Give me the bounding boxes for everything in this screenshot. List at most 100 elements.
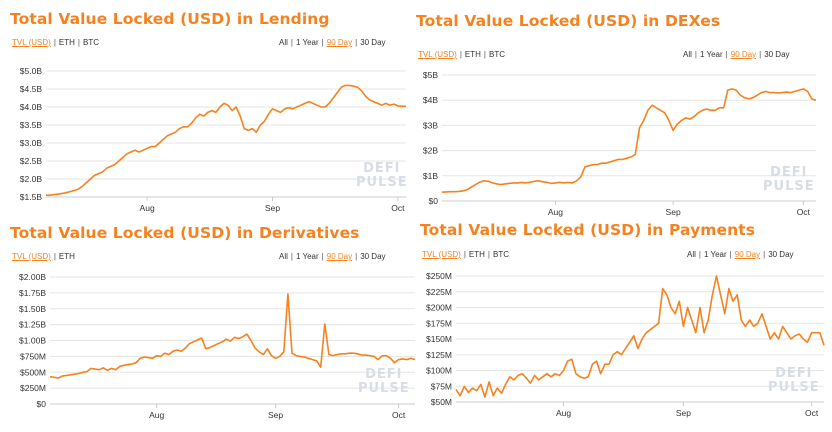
- period-option-all[interactable]: All: [683, 50, 692, 59]
- y-tick-label: $1.25B: [19, 320, 46, 330]
- x-tick-label: Aug: [548, 207, 563, 217]
- x-tick-label: Oct: [805, 408, 819, 418]
- watermark-line: DEFI: [363, 161, 401, 176]
- watermark: DEFI PULSE: [763, 166, 815, 194]
- currency-option-btc[interactable]: BTC: [488, 50, 505, 59]
- x-tick-label: Sep: [676, 408, 691, 418]
- currency-option-tvl[interactable]: TVL (USD): [422, 250, 461, 259]
- y-tick-label: $225M: [426, 287, 452, 297]
- period-option-30-day[interactable]: 30 Day: [768, 250, 794, 259]
- currency-option-btc[interactable]: BTC: [492, 250, 509, 259]
- period-option-1-year[interactable]: 1 Year: [703, 250, 727, 259]
- currency-option-eth[interactable]: ETH: [58, 38, 75, 47]
- period-option-30-day[interactable]: 30 Day: [764, 50, 790, 59]
- watermark-line: PULSE: [356, 175, 408, 190]
- period-option-90-day[interactable]: 90 Day: [326, 252, 353, 261]
- y-tick-label: $250M: [20, 383, 46, 393]
- series-line-tvl: [46, 84, 406, 196]
- y-tick-label: $3B: [423, 120, 438, 130]
- y-tick-label: $75M: [431, 381, 452, 391]
- panel-derivatives: Total Value Locked (USD) in Derivatives …: [10, 224, 416, 429]
- watermark-line: DEFI: [770, 165, 808, 180]
- watermark-line: PULSE: [768, 380, 820, 395]
- x-tick-label: Sep: [666, 207, 681, 217]
- series-line-tvl: [49, 293, 416, 379]
- period-option-90-day[interactable]: 90 Day: [326, 38, 353, 47]
- y-tick-label: $1.50B: [19, 304, 46, 314]
- y-tick-label: $150M: [426, 334, 452, 344]
- currency-option-tvl[interactable]: TVL (USD): [12, 38, 51, 47]
- y-tick-label: $175M: [426, 318, 452, 328]
- watermark-line: PULSE: [358, 381, 410, 396]
- currency-option-eth[interactable]: ETH: [468, 250, 485, 259]
- y-tick-label: $5B: [423, 70, 438, 80]
- x-tick-label: Aug: [140, 203, 155, 213]
- period-selector: All | 1 Year | 90 Day | 30 Day: [683, 50, 790, 59]
- period-option-all[interactable]: All: [279, 252, 288, 261]
- watermark: DEFI PULSE: [356, 162, 408, 190]
- watermark-line: DEFI: [365, 367, 403, 382]
- period-option-all[interactable]: All: [687, 250, 696, 259]
- y-tick-label: $1.75B: [19, 288, 46, 298]
- period-option-30-day[interactable]: 30 Day: [360, 252, 386, 261]
- series-line-tvl: [441, 88, 817, 193]
- y-tick-label: $5.0B: [20, 66, 43, 76]
- y-tick-label: $2.0B: [20, 174, 43, 184]
- period-selector: All | 1 Year | 90 Day | 30 Day: [687, 250, 794, 259]
- period-selector: All | 1 Year | 90 Day | 30 Day: [279, 38, 386, 47]
- y-tick-label: $1.5B: [20, 192, 43, 202]
- y-tick-label: $1B: [423, 171, 438, 181]
- x-tick-label: Aug: [149, 410, 164, 420]
- panel-dexes: Total Value Locked (USD) in DEXes TVL (U…: [416, 12, 826, 222]
- page-title: Total Value Locked (USD) in Lending: [10, 10, 330, 28]
- period-selector: All | 1 Year | 90 Day | 30 Day: [279, 252, 386, 261]
- line-chart: $50M $75M $100M $125M $150M $175M $200M $225M $2…: [426, 271, 825, 418]
- page-title: Total Value Locked (USD) in Derivatives: [10, 224, 360, 242]
- watermark: DEFI PULSE: [358, 368, 410, 396]
- currency-selector: TVL (USD) | ETH | BTC: [422, 250, 509, 259]
- watermark-line: DEFI: [775, 366, 813, 381]
- page-title: Total Value Locked (USD) in DEXes: [416, 12, 721, 30]
- y-tick-label: $4.5B: [20, 84, 43, 94]
- period-option-90-day[interactable]: 90 Day: [734, 250, 761, 259]
- y-tick-label: $2B: [423, 146, 438, 156]
- watermark-line: PULSE: [763, 179, 815, 194]
- period-option-1-year[interactable]: 1 Year: [699, 50, 723, 59]
- y-tick-label: $250M: [426, 271, 452, 281]
- panel-payments: Total Value Locked (USD) in Payments TVL…: [420, 221, 828, 429]
- y-tick-label: $3.0B: [20, 138, 43, 148]
- y-tick-label: $750M: [20, 351, 46, 361]
- period-option-1-year[interactable]: 1 Year: [295, 38, 319, 47]
- line-chart: $0 $1B $2B $3B $4B $5B Aug Sep Oct: [423, 70, 817, 217]
- x-tick-label: Sep: [265, 203, 280, 213]
- panel-lending: Total Value Locked (USD) in Lending TVL …: [10, 10, 415, 220]
- currency-selector: TVL (USD) | ETH: [12, 252, 75, 261]
- y-tick-label: $500M: [20, 367, 46, 377]
- currency-option-btc[interactable]: BTC: [82, 38, 99, 47]
- y-tick-label: $100M: [426, 366, 452, 376]
- currency-selector: TVL (USD) | ETH | BTC: [12, 38, 99, 47]
- watermark: DEFI PULSE: [768, 367, 820, 395]
- y-tick-label: $1.00B: [19, 336, 46, 346]
- y-tick-label: $50M: [431, 397, 452, 407]
- x-tick-label: Oct: [392, 410, 406, 420]
- period-option-all[interactable]: All: [279, 38, 288, 47]
- y-tick-label: $2.5B: [20, 156, 43, 166]
- currency-selector: TVL (USD) | ETH | BTC: [418, 50, 505, 59]
- period-option-1-year[interactable]: 1 Year: [295, 252, 319, 261]
- currency-option-tvl[interactable]: TVL (USD): [418, 50, 457, 59]
- y-tick-label: $125M: [426, 350, 452, 360]
- currency-option-tvl[interactable]: TVL (USD): [12, 252, 51, 261]
- y-tick-label: $200M: [426, 303, 452, 313]
- currency-option-eth[interactable]: ETH: [464, 50, 481, 59]
- x-tick-label: Oct: [797, 207, 811, 217]
- x-tick-label: Oct: [391, 203, 405, 213]
- x-tick-label: Sep: [268, 410, 283, 420]
- period-option-90-day[interactable]: 90 Day: [730, 50, 757, 59]
- currency-option-eth[interactable]: ETH: [58, 252, 75, 261]
- y-tick-label: $3.5B: [20, 120, 43, 130]
- line-chart: $1.5B $2.0B $2.5B $3.0B $3.5B $4.0B $4.5B $5.0B…: [20, 66, 406, 213]
- y-tick-label: $4.0B: [20, 102, 43, 112]
- period-option-30-day[interactable]: 30 Day: [360, 38, 386, 47]
- y-tick-label: $2.00B: [19, 272, 46, 282]
